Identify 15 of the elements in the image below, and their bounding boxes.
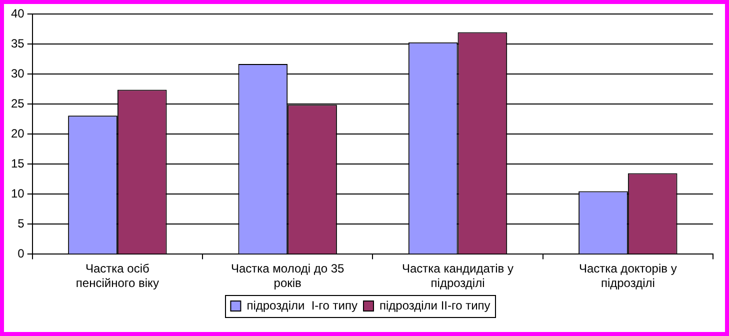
y-tick-label: 20 bbox=[10, 126, 25, 141]
y-tick-label: 0 bbox=[18, 246, 25, 261]
legend-label: підрозділи ІІ-го типу bbox=[380, 298, 490, 312]
y-tick-label: 15 bbox=[10, 156, 25, 171]
x-tick-label: Частка молоді до 35 років bbox=[230, 262, 345, 290]
legend-label: підрозділи І-го типу bbox=[246, 298, 358, 312]
x-tick-label: Частка осіб пенсійного віку bbox=[76, 262, 159, 290]
x-tick-label: Частка кандидатів у підрозділі bbox=[402, 262, 514, 290]
y-tick-label: 40 bbox=[10, 6, 25, 21]
x-tick-label: Частка докторів у підрозділі bbox=[578, 262, 677, 290]
y-tick-label: 30 bbox=[10, 66, 25, 81]
y-tick-label: 35 bbox=[10, 36, 25, 51]
y-tick-label: 10 bbox=[10, 186, 25, 201]
y-tick-label: 5 bbox=[18, 216, 25, 231]
y-tick-label: 25 bbox=[10, 96, 25, 111]
